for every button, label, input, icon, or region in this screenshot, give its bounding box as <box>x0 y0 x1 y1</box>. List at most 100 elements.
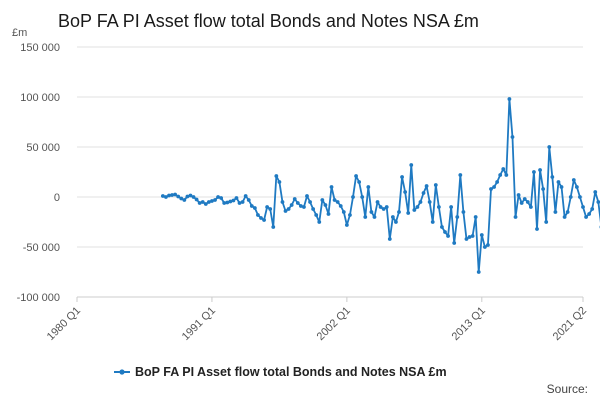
data-point[interactable] <box>252 206 257 210</box>
data-point[interactable] <box>556 180 561 184</box>
data-point[interactable] <box>578 195 582 199</box>
data-point[interactable] <box>418 200 423 204</box>
data-point[interactable] <box>406 211 411 215</box>
data-point[interactable] <box>510 135 515 139</box>
series-line[interactable] <box>162 98 600 273</box>
data-point[interactable] <box>378 205 383 209</box>
data-point[interactable] <box>228 199 233 204</box>
data-point[interactable] <box>495 180 500 184</box>
data-point[interactable] <box>522 197 527 201</box>
data-point[interactable] <box>596 200 600 204</box>
data-point[interactable] <box>525 200 530 204</box>
data-point[interactable] <box>289 203 294 207</box>
data-point[interactable] <box>568 195 573 199</box>
data-point[interactable] <box>262 218 266 222</box>
data-point[interactable] <box>427 200 432 204</box>
data-point[interactable] <box>458 173 463 177</box>
data-point[interactable] <box>489 187 493 191</box>
data-point[interactable] <box>237 201 242 205</box>
data-point[interactable] <box>363 215 368 219</box>
data-point[interactable] <box>274 174 279 178</box>
data-point[interactable] <box>213 198 217 202</box>
data-point[interactable] <box>574 185 579 189</box>
data-point[interactable] <box>482 245 487 249</box>
data-point[interactable] <box>590 207 595 211</box>
data-point[interactable] <box>206 200 211 204</box>
data-point[interactable] <box>415 205 420 209</box>
data-point[interactable] <box>200 200 205 204</box>
data-point[interactable] <box>191 195 196 199</box>
data-point[interactable] <box>256 213 260 217</box>
data-point[interactable] <box>538 168 542 172</box>
data-point[interactable] <box>197 201 202 205</box>
data-point[interactable] <box>341 210 346 214</box>
data-point[interactable] <box>421 191 426 195</box>
data-point[interactable] <box>547 145 552 149</box>
data-point[interactable] <box>464 237 469 241</box>
data-point[interactable] <box>390 215 395 219</box>
data-point[interactable] <box>173 192 178 197</box>
data-point[interactable] <box>271 225 276 229</box>
data-point[interactable] <box>203 202 208 206</box>
data-point[interactable] <box>344 223 349 227</box>
data-point[interactable] <box>519 201 524 205</box>
data-point[interactable] <box>446 234 450 238</box>
data-point[interactable] <box>394 220 398 224</box>
legend[interactable]: BoP FA PI Asset flow total Bonds and Not… <box>114 365 447 379</box>
data-point[interactable] <box>516 193 521 197</box>
data-point[interactable] <box>400 175 404 179</box>
data-point[interactable] <box>167 193 171 198</box>
source-label[interactable]: Source: <box>547 382 588 396</box>
data-point[interactable] <box>501 167 506 171</box>
data-point[interactable] <box>160 194 165 198</box>
data-point[interactable] <box>351 195 355 199</box>
data-point[interactable] <box>403 190 408 194</box>
data-point[interactable] <box>329 185 334 189</box>
data-point[interactable] <box>424 184 429 188</box>
data-point[interactable] <box>535 227 539 231</box>
data-point[interactable] <box>246 198 251 202</box>
data-point[interactable] <box>443 230 447 234</box>
data-point[interactable] <box>283 209 288 213</box>
data-point[interactable] <box>176 194 181 199</box>
data-point[interactable] <box>286 207 291 211</box>
data-point[interactable] <box>507 97 512 101</box>
data-point[interactable] <box>332 198 337 202</box>
data-point[interactable] <box>259 216 263 220</box>
data-point[interactable] <box>222 201 227 205</box>
data-point[interactable] <box>452 241 457 245</box>
data-point[interactable] <box>323 203 328 207</box>
data-point[interactable] <box>562 215 567 219</box>
data-point[interactable] <box>194 197 199 202</box>
data-point[interactable] <box>295 201 300 205</box>
data-point[interactable] <box>544 220 549 224</box>
data-point[interactable] <box>185 194 190 199</box>
data-point[interactable] <box>265 205 270 209</box>
data-point[interactable] <box>302 205 306 209</box>
data-point[interactable] <box>381 207 386 211</box>
data-point[interactable] <box>476 270 481 274</box>
data-point[interactable] <box>338 204 343 208</box>
data-point[interactable] <box>498 173 503 177</box>
data-point[interactable] <box>455 215 460 219</box>
data-point[interactable] <box>461 210 466 214</box>
data-point[interactable] <box>584 215 588 219</box>
data-point[interactable] <box>470 234 475 238</box>
data-point[interactable] <box>280 200 285 204</box>
data-point[interactable] <box>409 163 414 167</box>
data-point[interactable] <box>225 200 230 205</box>
data-point[interactable] <box>249 204 254 208</box>
data-point[interactable] <box>449 205 454 209</box>
data-point[interactable] <box>354 174 358 178</box>
data-point[interactable] <box>433 183 438 187</box>
data-point[interactable] <box>375 200 380 204</box>
data-point[interactable] <box>372 215 377 219</box>
data-point[interactable] <box>440 225 444 229</box>
data-point[interactable] <box>317 220 322 224</box>
data-point[interactable] <box>532 170 536 174</box>
data-point[interactable] <box>335 200 340 204</box>
data-point[interactable] <box>504 173 509 177</box>
data-point[interactable] <box>216 195 220 199</box>
data-point[interactable] <box>397 210 401 214</box>
data-point[interactable] <box>277 180 282 184</box>
